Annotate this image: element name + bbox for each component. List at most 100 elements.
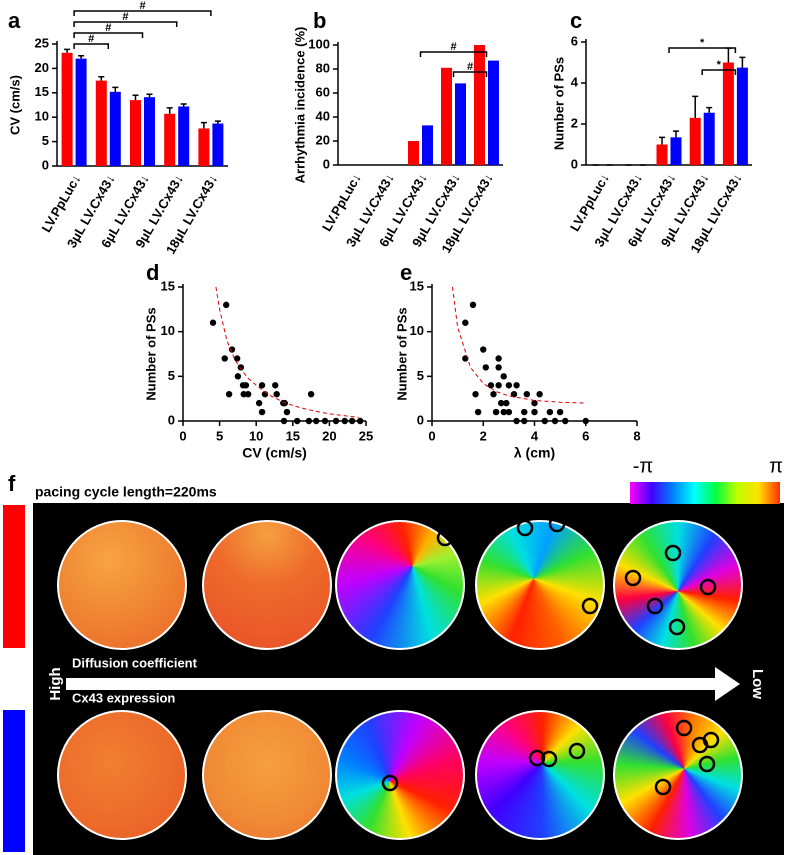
y-axis-label: Number of PSs [143,307,158,400]
y-tick-label: 0 [42,157,49,172]
data-point [237,364,245,371]
phase-map [57,520,187,650]
data-point [293,417,301,425]
data-point [556,408,564,416]
x-axis-label: CV (cm/s) [242,445,307,461]
x-tick-label: 0 [179,428,186,443]
significance-bracket [73,10,212,16]
data-point [503,399,510,407]
data-point [472,391,479,398]
y-tick-label: 15 [410,278,424,293]
fit-curve [452,286,586,404]
data-point [273,391,280,398]
error-bar [166,107,173,114]
panel-label: e [400,260,412,285]
data-point [505,382,513,389]
error-bar [146,93,153,98]
data-point [521,417,528,425]
significance-label: # [122,11,128,23]
significance-bracket [73,21,178,27]
phase-map [335,710,465,840]
data-point [513,417,520,425]
bar [95,80,107,166]
y-axis-label: Arrhythmia incidence (%) [292,27,307,184]
data-point [546,408,554,416]
significance-bracket [701,69,737,75]
significance-label: * [717,59,722,71]
bar [198,128,210,166]
data-point [495,382,502,389]
data-point [321,417,329,425]
y-tick-label: 5 [42,133,49,148]
significance-bracket [73,32,144,38]
data-point [228,346,236,353]
data-point [242,382,250,389]
significance-label: # [105,22,111,34]
data-point [510,391,518,398]
data-point [513,382,520,389]
data-point [348,417,356,425]
data-point [209,319,217,326]
y-tick-label: 20 [35,60,49,75]
y-tick-label: 10 [35,109,49,124]
x-tick-label: 5 [216,428,223,443]
error-bar [78,54,85,59]
significance-label: # [88,33,94,45]
y-tick-label: 2 [571,115,578,130]
error-bar [112,86,119,92]
error-bar [180,103,187,107]
colorbar [630,482,780,504]
error-bar [98,75,105,81]
bar [670,137,682,165]
error-bar [673,130,679,138]
bar [736,67,748,165]
data-point [562,417,569,425]
bar [455,83,466,165]
y-tick-label: 15 [161,278,175,293]
bar [656,144,668,165]
bar [703,112,715,165]
data-point [482,364,490,371]
data-point [500,373,507,380]
x-tick-label: 10 [249,428,263,443]
y-tick-label: 80 [316,60,330,75]
data-point [551,417,559,425]
phase-map [57,710,187,840]
panel-label: c [570,8,582,33]
y-tick-label: 60 [316,84,330,99]
y-axis-label: CV (cm/s) [7,75,22,135]
phase-map [613,520,743,650]
bar [75,58,87,166]
panel-label: d [146,260,159,285]
significance-label: # [450,41,456,53]
bar [178,106,190,166]
data-point [505,408,513,416]
panel-label: b [313,8,326,33]
data-point [272,382,279,389]
data-point [283,408,291,416]
y-tick-label: 0 [417,412,424,427]
phase-map [613,710,743,840]
data-point [490,391,497,398]
data-point [307,391,315,398]
bar [61,52,73,167]
data-point [582,417,589,425]
error-bar [739,56,746,68]
data-point [234,373,242,380]
data-point [332,417,340,425]
data-point [255,399,263,407]
y-axis-label: Number of PSs [551,57,566,150]
y-axis-label: Number of PSs [394,307,409,400]
bar [164,113,176,166]
x-axis-label: λ (cm) [514,445,555,461]
phase-map [202,520,332,650]
error-bar [725,47,732,63]
data-point [240,391,247,398]
data-point [258,408,266,416]
y-tick-label: 40 [316,108,330,123]
data-point [492,408,500,416]
bar [689,117,701,165]
bar [109,91,121,166]
y-tick-label: 10 [161,323,175,338]
